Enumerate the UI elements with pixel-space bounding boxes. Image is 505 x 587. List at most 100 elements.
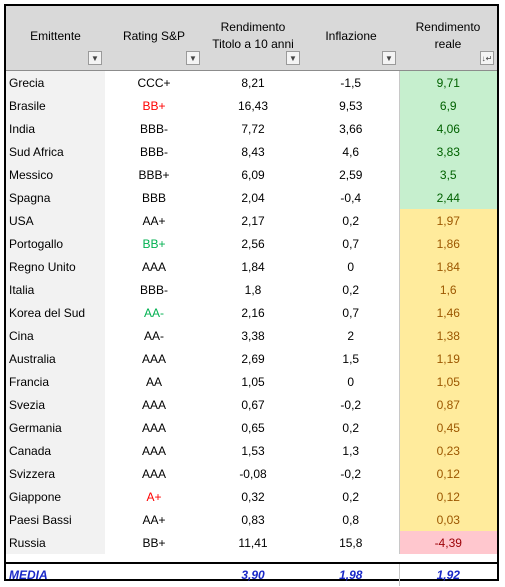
cell-inflation[interactable]: 1,5 xyxy=(342,351,360,366)
cell-real-yield[interactable]: 1,6 xyxy=(398,278,497,301)
cell-rating[interactable]: AA xyxy=(145,374,162,389)
cell-yield[interactable]: 16,43 xyxy=(237,98,269,113)
cell-yield[interactable]: 2,17 xyxy=(241,213,265,228)
cell-yield[interactable]: 0,67 xyxy=(241,397,265,412)
cell-yield[interactable]: 2,16 xyxy=(241,305,265,320)
cell-real-yield[interactable]: 0,12 xyxy=(398,462,497,485)
cell-real-yield[interactable]: 3,5 xyxy=(398,163,497,186)
cell-rating[interactable]: CCC+ xyxy=(137,75,171,90)
cell-real-yield[interactable]: 4,06 xyxy=(398,117,497,140)
cell-rating[interactable]: AAA xyxy=(141,443,166,458)
cell-inflation[interactable]: 9,53 xyxy=(339,98,363,113)
cell-emittente[interactable]: Paesi Bassi xyxy=(6,508,105,531)
cell-rating[interactable]: BBB- xyxy=(139,282,168,297)
cell-emittente[interactable]: Messico xyxy=(6,163,105,186)
cell-emittente[interactable]: Spagna xyxy=(6,186,105,209)
cell-yield[interactable]: 2,56 xyxy=(241,236,265,251)
cell-rating[interactable]: AA- xyxy=(143,305,164,320)
cell-emittente[interactable]: Brasile xyxy=(6,94,105,117)
cell-real-yield[interactable]: 1,19 xyxy=(398,347,497,370)
cell-inflation[interactable]: 3,66 xyxy=(339,121,363,136)
cell-real-yield[interactable]: 1,46 xyxy=(398,301,497,324)
cell-yield[interactable]: 8,21 xyxy=(241,75,265,90)
cell-real-yield[interactable]: 0,23 xyxy=(398,439,497,462)
cell-rating[interactable]: AAA xyxy=(141,420,166,435)
cell-emittente[interactable]: Russia xyxy=(6,531,105,554)
cell-inflation[interactable]: 0 xyxy=(347,374,355,389)
cell-real-yield[interactable]: 1,84 xyxy=(398,255,497,278)
cell-real-yield[interactable]: 1,97 xyxy=(398,209,497,232)
cell-real-yield[interactable]: 0,45 xyxy=(398,416,497,439)
cell-real-yield[interactable]: 0,12 xyxy=(398,485,497,508)
cell-emittente[interactable]: Sud Africa xyxy=(6,140,105,163)
cell-yield[interactable]: 1,84 xyxy=(241,259,265,274)
cell-real-yield[interactable]: 1,38 xyxy=(398,324,497,347)
cell-inflation[interactable]: 0,2 xyxy=(342,489,360,504)
cell-emittente[interactable]: Svizzera xyxy=(6,462,105,485)
cell-emittente[interactable]: Korea del Sud xyxy=(6,301,105,324)
column-header-rendimento-reale[interactable]: Rendimento reale ↓↵ xyxy=(399,6,497,71)
cell-real-yield[interactable]: 9,71 xyxy=(398,70,497,94)
cell-rating[interactable]: BBB- xyxy=(139,144,168,159)
cell-rating[interactable]: AAA xyxy=(141,397,166,412)
cell-inflation[interactable]: -1,5 xyxy=(340,75,362,90)
cell-yield[interactable]: 6,09 xyxy=(241,167,265,182)
cell-real-yield[interactable]: 3,83 xyxy=(398,140,497,163)
cell-rating[interactable]: AA- xyxy=(143,328,164,343)
cell-rating[interactable]: BBB xyxy=(141,190,166,205)
sort-descending-icon[interactable]: ↓↵ xyxy=(480,51,494,65)
cell-inflation[interactable]: 0 xyxy=(347,259,355,274)
column-header-emittente[interactable]: Emittente ▼ xyxy=(6,6,105,71)
filter-dropdown-icon[interactable]: ▼ xyxy=(186,51,200,65)
filter-dropdown-icon[interactable]: ▼ xyxy=(88,51,102,65)
cell-inflation[interactable]: 15,8 xyxy=(339,535,363,550)
cell-real-yield[interactable]: 6,9 xyxy=(398,94,497,117)
cell-emittente[interactable]: Francia xyxy=(6,370,105,393)
cell-yield[interactable]: -0,08 xyxy=(239,466,267,481)
cell-emittente[interactable]: Italia xyxy=(6,278,105,301)
cell-inflation[interactable]: 1,3 xyxy=(342,443,360,458)
cell-yield[interactable]: 0,32 xyxy=(241,489,265,504)
cell-emittente[interactable]: Cina xyxy=(6,324,105,347)
cell-inflation[interactable]: 0,2 xyxy=(342,213,360,228)
cell-inflation[interactable]: 2,59 xyxy=(339,167,363,182)
cell-rating[interactable]: AAA xyxy=(141,466,166,481)
cell-rating[interactable]: BBB- xyxy=(139,121,168,136)
cell-yield[interactable]: 8,43 xyxy=(241,144,265,159)
cell-inflation[interactable]: 0,7 xyxy=(342,236,360,251)
cell-yield[interactable]: 2,69 xyxy=(241,351,265,366)
column-header-rendimento[interactable]: Rendimento Titolo a 10 anni ▼ xyxy=(203,6,303,71)
column-header-inflazione[interactable]: Inflazione ▼ xyxy=(303,6,399,71)
cell-rating[interactable]: A+ xyxy=(146,489,162,504)
cell-yield[interactable]: 0,83 xyxy=(241,512,265,527)
cell-inflation[interactable]: 0,7 xyxy=(342,305,360,320)
cell-yield[interactable]: 3,38 xyxy=(241,328,265,343)
cell-inflation[interactable]: -0,2 xyxy=(340,397,362,412)
cell-real-yield[interactable]: 1,86 xyxy=(398,232,497,255)
cell-inflation[interactable]: -0,4 xyxy=(340,190,362,205)
cell-emittente[interactable]: Giappone xyxy=(6,485,105,508)
cell-real-yield[interactable]: -4,39 xyxy=(398,531,497,554)
cell-inflation[interactable]: 0,2 xyxy=(342,282,360,297)
cell-rating[interactable]: BBB+ xyxy=(138,167,170,182)
cell-rating[interactable]: BB+ xyxy=(142,535,166,550)
column-header-rating[interactable]: Rating S&P ▼ xyxy=(105,6,203,71)
cell-real-yield[interactable]: 0,87 xyxy=(398,393,497,416)
cell-emittente[interactable]: Canada xyxy=(6,439,105,462)
cell-rating[interactable]: AAA xyxy=(141,259,166,274)
cell-yield[interactable]: 11,41 xyxy=(238,535,268,550)
cell-yield[interactable]: 7,72 xyxy=(241,121,265,136)
cell-yield[interactable]: 2,04 xyxy=(241,190,265,205)
cell-inflation[interactable]: -0,2 xyxy=(340,466,362,481)
cell-real-yield[interactable]: 0,03 xyxy=(398,508,497,531)
cell-emittente[interactable]: Portogallo xyxy=(6,232,105,255)
filter-dropdown-icon[interactable]: ▼ xyxy=(286,51,300,65)
cell-inflation[interactable]: 0,8 xyxy=(342,512,360,527)
cell-emittente[interactable]: Australia xyxy=(6,347,105,370)
cell-rating[interactable]: AAA xyxy=(141,351,166,366)
cell-rating[interactable]: BB+ xyxy=(142,236,166,251)
cell-inflation[interactable]: 0,2 xyxy=(342,420,360,435)
cell-yield[interactable]: 1,05 xyxy=(241,374,265,389)
cell-inflation[interactable]: 4,6 xyxy=(342,144,360,159)
cell-rating[interactable]: AA+ xyxy=(142,213,166,228)
